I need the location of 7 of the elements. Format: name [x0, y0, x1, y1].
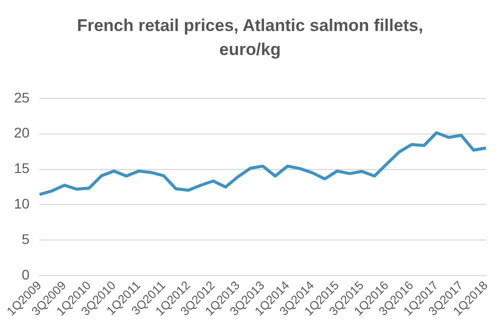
y-tick-label: 25	[14, 89, 30, 106]
y-tick-label: 20	[14, 124, 30, 141]
y-tick-label: 10	[14, 196, 30, 212]
chart-title: French retail prices, Atlantic salmon fillets, euro/kg	[76, 15, 424, 61]
y-tick-label: 0	[22, 266, 30, 282]
y-tick-label: 5	[22, 231, 30, 248]
y-tick-label: 15	[14, 160, 30, 176]
